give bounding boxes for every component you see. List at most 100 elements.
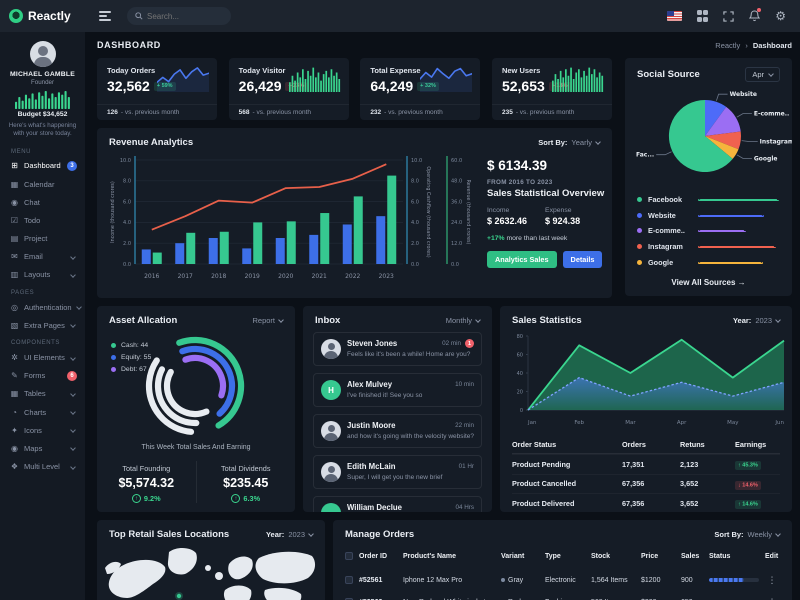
project-icon: ▤ [10,234,19,244]
view-all-sources-link[interactable]: View All Sources → [671,278,746,287]
sales-row-product-cancelled: Product Cancelled 67,356 3,652 ↓ 14.6% [512,473,780,494]
stat-card-note: - vs. previous month [120,109,180,116]
sidebar-item-label: Email [24,252,43,262]
sidebar-item-extra-pages[interactable]: ▧ Extra Pages [10,316,77,334]
stat-card-value: 52,653 [501,78,545,94]
hamburger-menu-icon[interactable] [99,11,111,21]
stat-card-sparkline [156,66,210,92]
inbox-message-alex-mulvey[interactable]: H Alex Mulvey 10 min I've finished it! See … [313,373,482,407]
row-checkbox[interactable] [345,576,353,584]
sort-by-label: Sort By: [538,138,568,147]
inbox-message-edith-mclain[interactable]: Edith McLain 01 Hr Super, I will get you t… [313,455,482,489]
legend-label: Website [648,210,676,220]
price: $300 [641,599,681,600]
inbox-message-william-declue[interactable]: William Declue 04 Hrs [313,496,482,512]
social-legend-instagram[interactable]: Instagram [637,239,782,255]
order-status: Product Pending [512,459,571,469]
edit-menu-icon[interactable]: ⋮ [765,597,779,600]
svg-text:36.0: 36.0 [451,199,462,205]
sidebar-item-calendar[interactable]: ▦ Calendar [10,175,77,193]
search-input[interactable] [147,11,223,21]
stat-card-delta: 235 [501,109,513,116]
sidebar-item-todo[interactable]: ☑ Todo [10,211,77,229]
multi-level-icon: ❖ [10,462,19,472]
social-pie-chart: Website E-comme.. Instagram Google Fac... [625,80,794,186]
orders-sort-dropdown[interactable]: Sort By: Weekly [714,530,781,539]
revenue-total: $ 6134.39 [487,158,548,173]
revenue-heading: Sales Statistical Overview [487,188,605,199]
svg-text:2017: 2017 [178,273,193,280]
message-preview: Feels like it's been a while! Home are y… [347,351,471,358]
asset-legend-cash-44: Cash: 44 [111,339,151,351]
stat-card-delta: 568 [238,109,250,116]
variant-label: Gray [508,576,524,584]
product-name: New Red and White jacket [403,599,501,600]
sales-year-dropdown[interactable]: Year: 2023 [732,316,781,325]
fullscreen-icon[interactable] [723,10,734,22]
sidebar-item-email[interactable]: ✉ Email [10,248,77,266]
sidebar-item-multi-level[interactable]: ❖ Multi Level [10,458,77,476]
topbar: Reactly ⚙ [0,0,800,32]
inbox-message-steven-jones[interactable]: Steven Jones 02 min 1 Feels like it's been … [313,332,482,366]
chevron-down-icon [775,316,781,323]
notification-dot [757,8,762,12]
inbox-message-justin-moore[interactable]: Justin Moore 22 min and how it's going wit… [313,414,482,448]
breadcrumb-root[interactable]: Reactly [715,40,741,50]
email-icon: ✉ [11,252,18,262]
manage-orders-panel: Manage Orders Sort By: Weekly Order ID Pr… [333,520,792,600]
edit-menu-icon[interactable]: ⋮ [767,574,777,585]
sidebar-item-label: Extra Pages [24,320,65,330]
svg-text:2019: 2019 [245,273,260,280]
social-legend-website[interactable]: Website [637,208,782,224]
bell-icon[interactable] [749,8,762,22]
total-dividends-stat: Total Dividends $235.45 ↑ 6.3% [195,461,296,503]
locations-year-dropdown[interactable]: Year: 2023 [266,530,314,539]
avatar [321,421,341,441]
user-avatar[interactable] [29,41,56,67]
search-bar[interactable] [127,7,231,25]
chevron-down-icon [308,530,314,537]
charts-icon: ◔ [12,407,17,417]
sidebar-item-dashboard[interactable]: ⊞ Dashboard 3 [10,157,77,175]
sidebar-item-maps[interactable]: ◉ Maps [10,439,77,457]
inbox-period-dropdown[interactable]: Monthly [446,316,481,325]
variant: Red [501,599,545,600]
sidebar-item-icons[interactable]: ✦ Icons [10,421,77,439]
svg-text:2018: 2018 [211,273,226,280]
chevron-down-icon [70,354,76,361]
sidebar-item-tables[interactable]: ▦ Tables [10,385,77,403]
asset-report-dropdown[interactable]: Report [252,316,284,325]
svg-text:2.0: 2.0 [123,241,131,247]
social-period-dropdown[interactable]: Apr [745,67,780,82]
language-flag-icon[interactable] [666,11,682,21]
sidebar-item-authentication[interactable]: ◎ Authentication [10,298,82,316]
legend-label: Facebook [648,195,683,205]
stat-card-sparkline [288,66,341,92]
social-legend-google[interactable]: Google [637,254,782,270]
apps-grid-icon[interactable] [696,10,709,22]
year-label: Year: [732,316,752,325]
social-legend-e-comme-[interactable]: E-comme.. [637,223,782,239]
social-legend-facebook[interactable]: Facebook [637,192,782,208]
map-location-dots [175,592,183,600]
brand[interactable]: Reactly [0,9,85,23]
revenue-sort-dropdown[interactable]: Sort By: Yearly [538,138,601,147]
row-checkbox[interactable] [345,598,353,600]
sidebar-item-chat[interactable]: ◉ Chat [10,193,77,211]
sidebar-item-forms[interactable]: ✎ Forms 6 [10,367,77,385]
sidebar-item-layouts[interactable]: ▥ Layouts [10,266,77,284]
sidebar-item-charts[interactable]: ◔ Charts [10,403,77,421]
select-all-checkbox[interactable] [345,552,353,560]
svg-text:24.0: 24.0 [451,220,462,226]
sidebar-item-ui-elements[interactable]: ✲ UI Elements [10,348,77,366]
gear-icon[interactable]: ⚙ [775,9,786,23]
product-type: Electronic [545,576,576,584]
details-button[interactable]: Details [562,251,603,268]
chevron-down-icon [70,253,76,260]
analytics-sales-button[interactable]: Analytics Sales [487,251,557,268]
sidebar-item-project[interactable]: ▤ Project [10,229,77,247]
pie-slice-google [705,136,739,159]
forms-icon: ✎ [11,371,18,381]
unread-count-badge: 1 [465,339,474,348]
stat-card-title: New Users [501,66,541,75]
